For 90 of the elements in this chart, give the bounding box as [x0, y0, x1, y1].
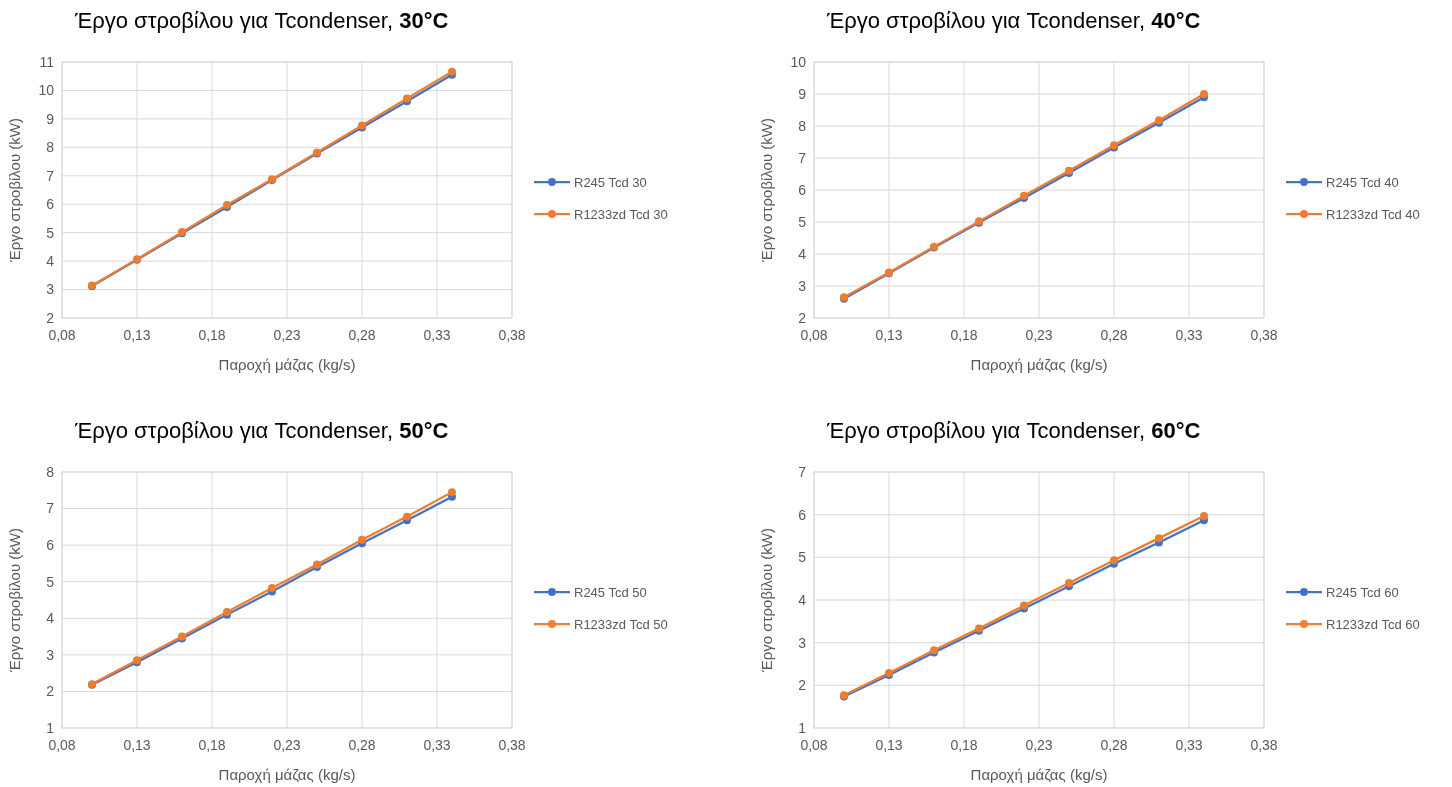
y-tick-label: 2 [798, 677, 807, 694]
y-tick-label: 5 [46, 573, 55, 590]
x-tick-label: 0,13 [123, 327, 151, 343]
y-tick-label: 1 [798, 719, 807, 736]
point [1065, 578, 1073, 587]
y-axis-title: Έργο στροβίλου (kW) [758, 528, 775, 673]
y-tick-label: 5 [798, 213, 807, 230]
y-tick-label: 7 [46, 500, 55, 517]
y-axis-title: Έργο στροβίλου (kW) [6, 118, 23, 263]
chart-title: Έργο στροβίλου για Tcondenser, 60°C [826, 418, 1201, 443]
x-tick-label: 0,18 [950, 327, 978, 343]
x-tick-label: 0,38 [498, 327, 526, 343]
y-tick-label: 3 [798, 634, 807, 651]
y-tick-label: 7 [46, 167, 55, 184]
x-tick-label: 0,08 [800, 327, 828, 343]
y-tick-label: 9 [798, 85, 807, 102]
y-tick-label: 4 [46, 253, 55, 270]
y-tick-label: 10 [790, 53, 807, 70]
chart-title: Έργο στροβίλου για Tcondenser, 40°C [826, 8, 1201, 33]
y-axis-title: Έργο στροβίλου (kW) [6, 528, 23, 673]
x-tick-label: 0,13 [123, 737, 151, 753]
chart-title: Έργο στροβίλου για Tcondenser, 30°C [74, 8, 449, 33]
legend-label: R1233zd Tcd 50 [574, 616, 668, 632]
y-tick-label: 5 [46, 224, 55, 241]
y-tick-label: 6 [798, 506, 807, 523]
x-tick-label: 0,28 [1100, 327, 1128, 343]
x-tick-label: 0,28 [1100, 737, 1128, 753]
y-tick-label: 8 [798, 117, 807, 134]
x-tick-label: 0,38 [498, 737, 526, 753]
y-tick-label: 4 [798, 245, 807, 262]
x-axis-title: Παροχή μάζας (kg/s) [970, 356, 1108, 373]
y-tick-label: 1 [46, 719, 55, 736]
x-tick-label: 0,08 [48, 737, 76, 753]
y-tick-label: 3 [798, 277, 807, 294]
x-tick-label: 0,38 [1250, 327, 1278, 343]
y-tick-label: 7 [798, 463, 807, 480]
y-tick-label: 3 [46, 281, 55, 298]
legend-label: R1233zd Tcd 40 [1326, 206, 1420, 222]
x-tick-label: 0,23 [1025, 737, 1053, 753]
x-axis-title: Παροχή μάζας (kg/s) [218, 766, 356, 783]
x-tick-label: 0,08 [800, 737, 828, 753]
x-tick-label: 0,23 [1025, 327, 1053, 343]
chart-title: Έργο στροβίλου για Tcondenser, 50°C [74, 418, 449, 443]
x-tick-label: 0,28 [348, 327, 376, 343]
point [268, 583, 276, 592]
x-tick-label: 0,38 [1250, 737, 1278, 753]
y-tick-label: 4 [46, 610, 55, 627]
y-tick-label: 8 [46, 139, 55, 156]
legend-label: R245 Tcd 30 [574, 174, 647, 190]
y-tick-label: 4 [798, 591, 807, 608]
point [1155, 534, 1163, 543]
legend-label: R1233zd Tcd 60 [1326, 616, 1420, 632]
x-tick-label: 0,13 [875, 737, 903, 753]
y-tick-label: 9 [46, 110, 55, 127]
legend-label: R245 Tcd 40 [1326, 174, 1399, 190]
x-axis-title: Παροχή μάζας (kg/s) [970, 766, 1108, 783]
y-tick-label: 2 [798, 309, 807, 326]
point [403, 512, 411, 521]
y-tick-label: 11 [39, 53, 55, 70]
x-tick-label: 0,18 [198, 327, 226, 343]
x-tick-label: 0,18 [198, 737, 226, 753]
y-tick-label: 3 [46, 646, 55, 663]
point [358, 535, 366, 544]
x-tick-label: 0,33 [423, 737, 451, 753]
x-tick-label: 0,23 [273, 327, 301, 343]
y-tick-label: 5 [798, 549, 807, 566]
x-tick-label: 0,23 [273, 737, 301, 753]
y-axis-title: Έργο στροβίλου (kW) [758, 118, 775, 263]
y-tick-label: 2 [46, 309, 55, 326]
point [448, 488, 456, 497]
y-tick-label: 7 [798, 149, 807, 166]
legend-label: R1233zd Tcd 30 [574, 206, 668, 222]
y-tick-label: 10 [38, 82, 55, 99]
x-tick-label: 0,33 [1175, 327, 1203, 343]
y-tick-label: 6 [46, 537, 55, 554]
y-tick-label: 8 [46, 463, 55, 480]
point [1200, 90, 1208, 98]
x-tick-label: 0,08 [48, 327, 76, 343]
x-tick-label: 0,33 [1175, 737, 1203, 753]
legend-label: R245 Tcd 60 [1326, 584, 1399, 600]
y-tick-label: 6 [798, 181, 807, 198]
x-tick-label: 0,28 [348, 737, 376, 753]
x-tick-label: 0,13 [875, 327, 903, 343]
y-tick-label: 2 [46, 683, 55, 700]
x-tick-label: 0,18 [950, 737, 978, 753]
point [1200, 511, 1208, 520]
y-tick-label: 6 [46, 196, 55, 213]
legend-label: R245 Tcd 50 [574, 584, 647, 600]
x-tick-label: 0,33 [423, 327, 451, 343]
x-axis-title: Παροχή μάζας (kg/s) [218, 356, 356, 373]
